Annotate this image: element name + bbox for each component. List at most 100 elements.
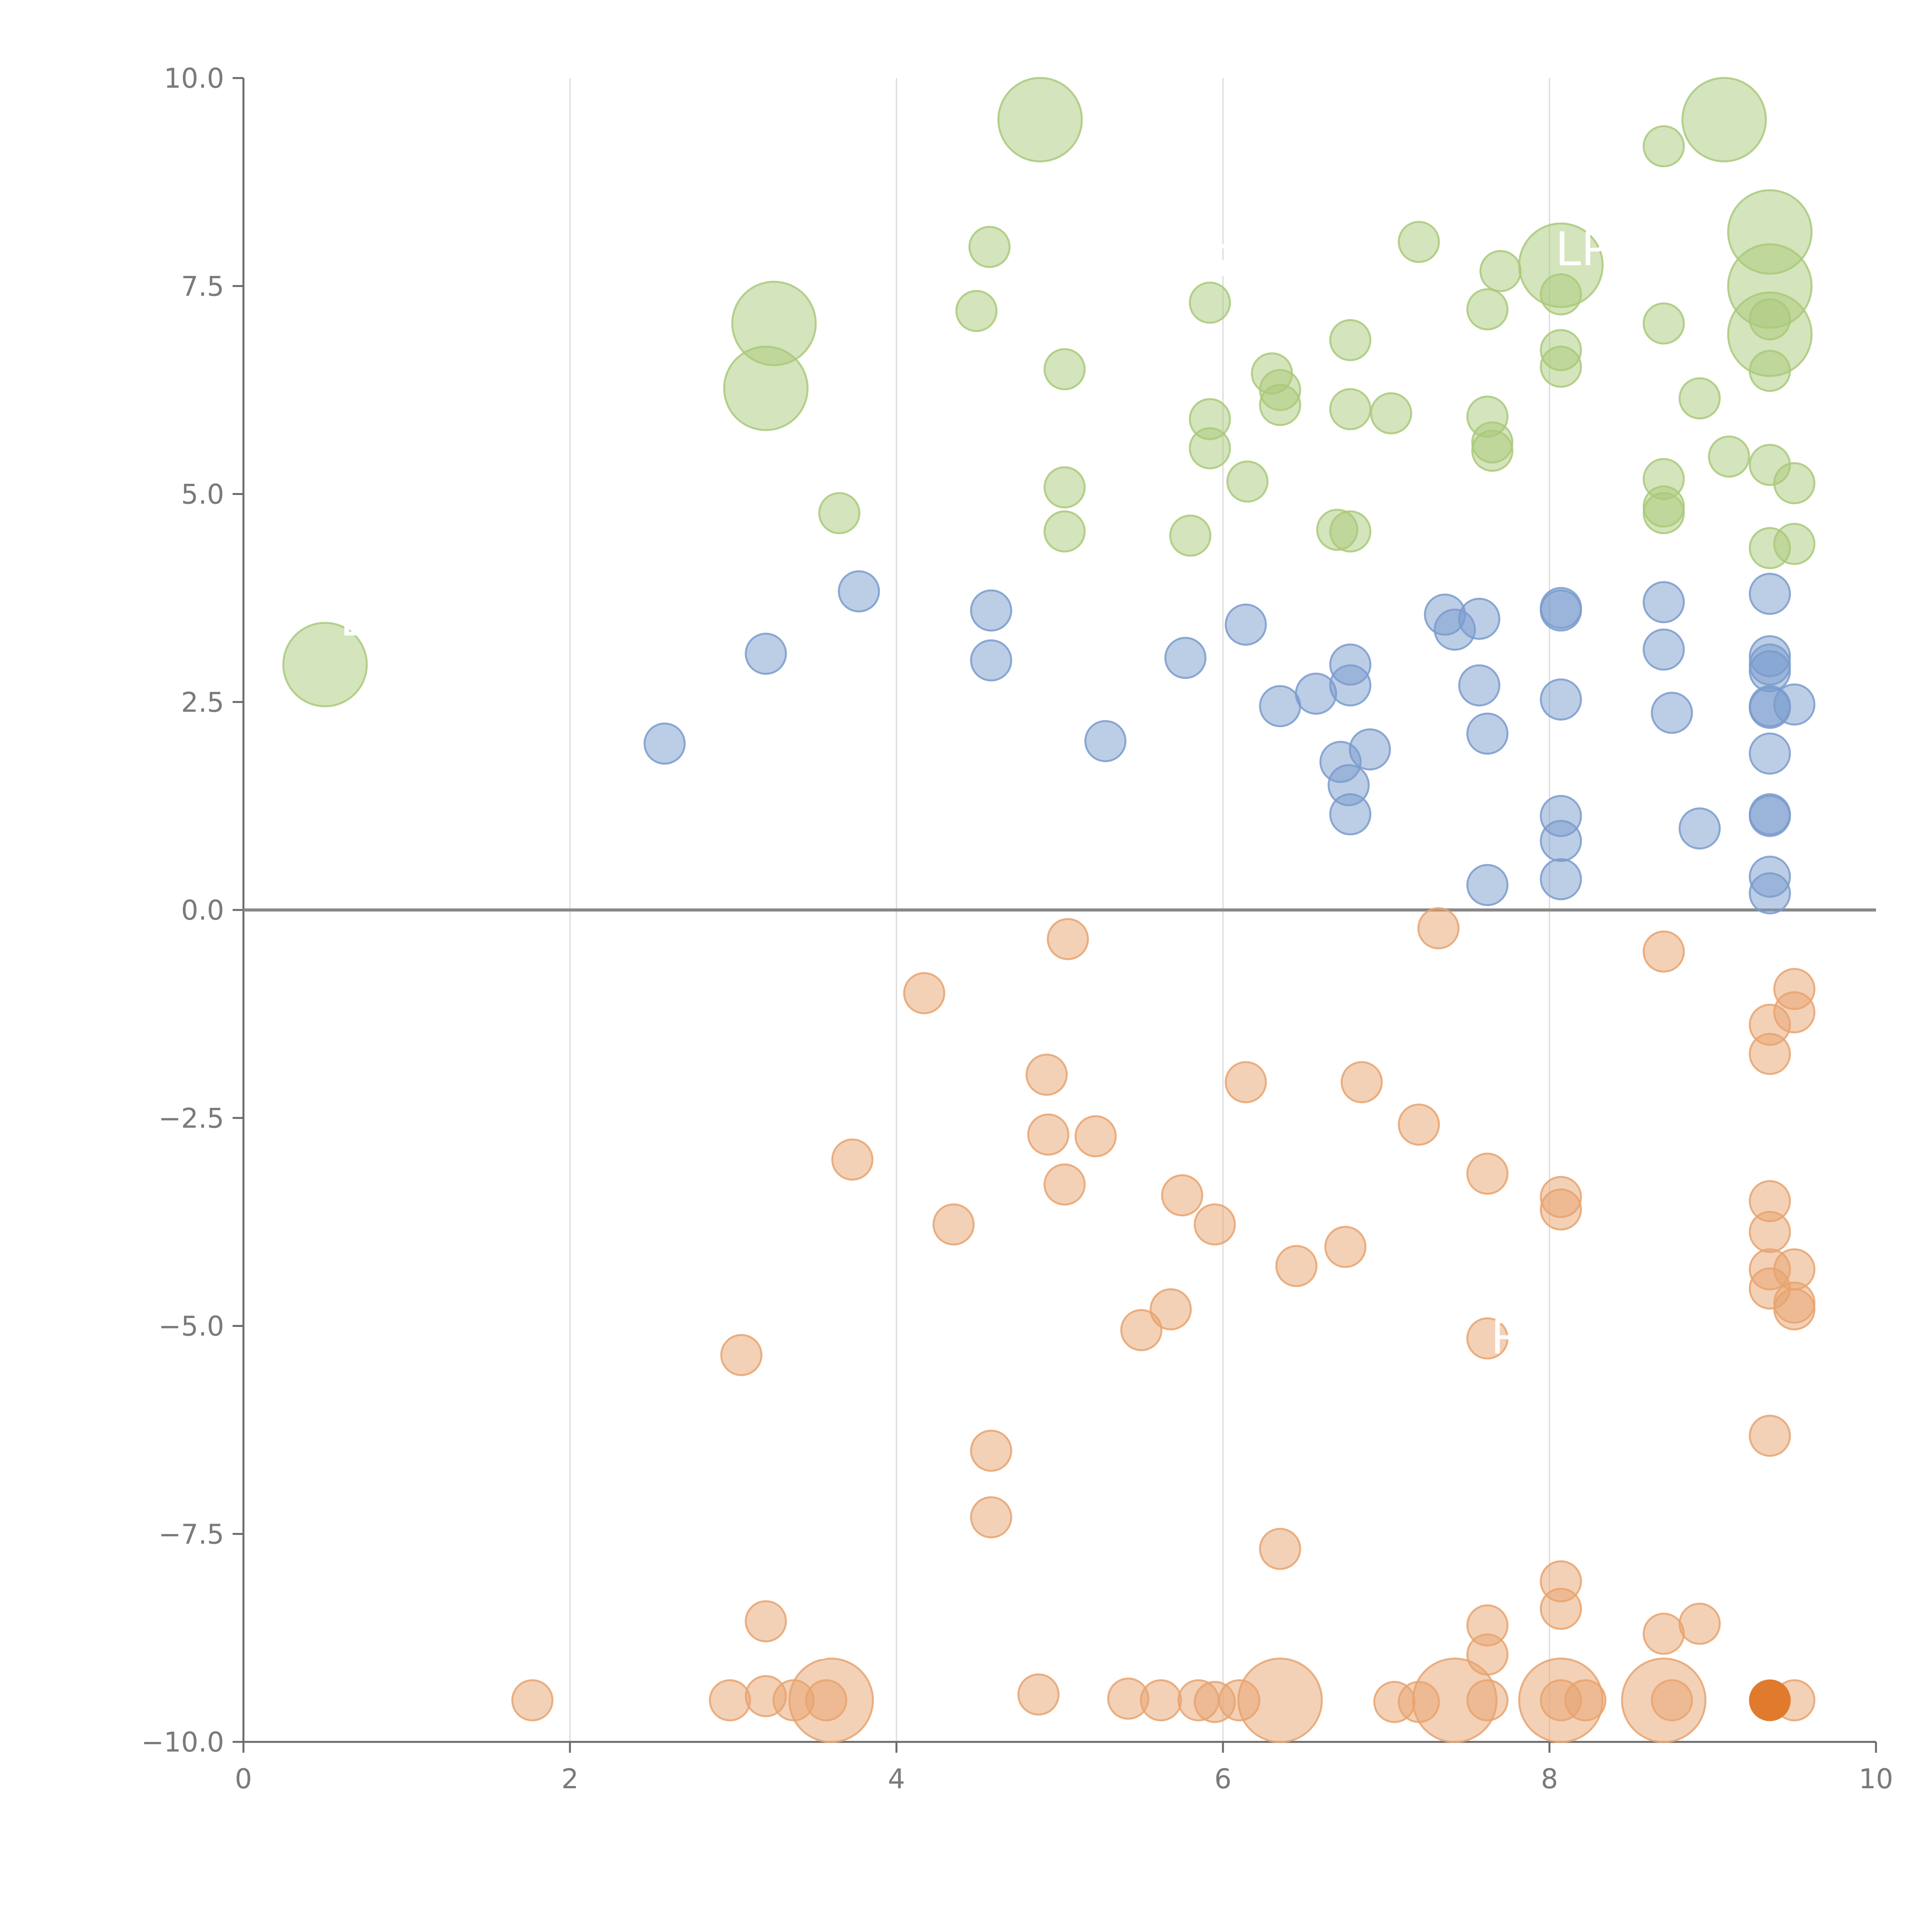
orange-point [1540,1188,1582,1231]
points-layer [282,77,1816,1743]
blue-point [838,570,880,612]
orange-point [1651,1679,1693,1721]
blue-point [745,633,787,675]
orange-point [1748,1415,1791,1457]
blue-point [1540,589,1582,632]
orange-point [1773,991,1816,1034]
green-point [1540,345,1582,388]
orange-point [1340,1061,1383,1104]
blue-point [643,722,686,765]
green-point [997,77,1083,163]
green-point [1748,298,1791,340]
green-point [1466,288,1509,331]
green-point [282,622,368,707]
orange-point [1218,1679,1260,1721]
blue-point [1466,864,1509,906]
x-tick-label: 6 [1214,1763,1232,1795]
blue-point [1329,793,1372,835]
orange-point [1417,907,1460,949]
orange-point [1074,1115,1117,1158]
green-point [1643,492,1685,534]
orange-point [1643,1612,1685,1655]
green-point [723,345,809,431]
y-tick-label: 2.5 [181,687,224,718]
orange-point [1466,1153,1509,1195]
point-label: LP [1555,223,1609,276]
y-tick-label: −5.0 [158,1311,224,1342]
orange-point [1225,1061,1267,1104]
highlight-point [1749,1679,1791,1721]
orange-point [903,972,946,1014]
green-point [1773,462,1816,505]
orange-point [970,1496,1012,1539]
green-point [1748,350,1791,392]
x-tick-label: 8 [1541,1763,1558,1795]
orange-point [709,1679,751,1721]
blue-point [1349,728,1391,770]
point-label: E [340,593,369,647]
x-tick-label: 0 [235,1763,252,1795]
orange-point [831,1138,874,1181]
green-point [1043,466,1086,509]
orange-point [1259,1528,1301,1570]
orange-point [1679,1602,1721,1645]
orange-point [1564,1679,1607,1721]
green-point [1329,510,1372,553]
blue-point [1540,678,1582,721]
orange-point [1466,1317,1509,1360]
blue-point [1084,720,1127,762]
blue-point [1458,664,1500,707]
green-point [818,492,861,534]
green-point [1398,221,1440,263]
point-label: RF [1491,1311,1549,1365]
green-point [1259,384,1301,426]
orange-point [970,1429,1012,1472]
blue-point [1643,628,1685,671]
orange-point [1161,1174,1203,1216]
orange-point [1150,1288,1192,1330]
green-point [1043,348,1086,391]
orange-point [1026,1053,1068,1096]
y-tick-label: −7.5 [158,1519,224,1550]
blue-point [1329,664,1372,707]
orange-point [1194,1203,1236,1246]
green-point [1540,273,1582,316]
point-label: S [805,1616,834,1670]
x-tick-label: 10 [1859,1763,1893,1795]
green-point [1471,430,1514,472]
green-point [1329,388,1372,430]
green-point [1679,377,1721,420]
orange-point [511,1679,554,1721]
orange-point [1466,1633,1509,1676]
x-tick-label: 2 [561,1763,579,1795]
x-tick-label: 4 [888,1763,905,1795]
orange-point [805,1679,847,1721]
orange-point [1120,1309,1163,1351]
orange-point [1773,1288,1816,1330]
y-tick-label: −10.0 [141,1726,224,1758]
point-label: S [1200,235,1230,289]
orange-point [1275,1245,1318,1287]
green-point [955,290,998,332]
y-tick-label: 0.0 [181,895,224,926]
blue-point [1259,685,1301,728]
blue-point [1458,597,1500,640]
green-point [1189,427,1231,469]
blue-point [1773,683,1816,726]
green-point [1189,281,1231,324]
orange-point [1017,1673,1060,1716]
orange-point [1043,1163,1086,1206]
blue-point [1651,692,1693,734]
green-point [1169,514,1211,557]
orange-point [1324,1226,1367,1268]
orange-point [1139,1679,1182,1721]
blue-point [970,589,1012,632]
orange-point [1466,1679,1509,1721]
y-tick-label: −2.5 [158,1102,224,1134]
orange-point [932,1203,975,1246]
green-point [1226,460,1269,503]
blue-point [1748,732,1791,775]
green-point [1370,392,1412,435]
